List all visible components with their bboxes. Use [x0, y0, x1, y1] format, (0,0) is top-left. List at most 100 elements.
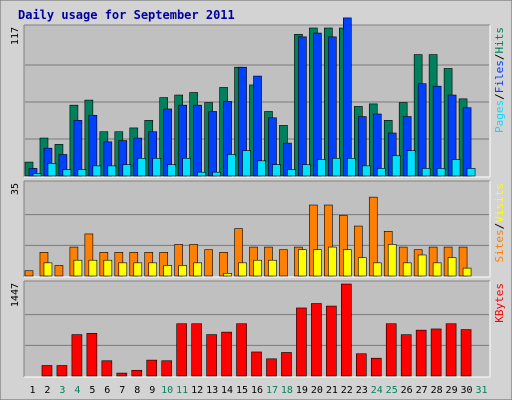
x-tick-label-day-5: 5 — [89, 385, 95, 396]
bar-files-day-12 — [193, 104, 202, 177]
bar-sites-day-13 — [204, 249, 213, 277]
x-tick-label-day-3: 3 — [59, 385, 65, 396]
bar-kbytes-day-17 — [266, 358, 277, 377]
legend-entry: KBytes — [493, 283, 506, 323]
series-visits — [43, 244, 472, 277]
legend-hits-files-pages: Pages/Files/Hits — [493, 27, 506, 133]
bar-pages-day-2 — [47, 163, 57, 177]
legend-entry: / — [493, 93, 506, 100]
bar-kbytes-day-21 — [326, 305, 337, 377]
legend-entry: Hits — [493, 27, 506, 54]
bar-files-day-13 — [208, 111, 217, 177]
x-tick-label-day-31: 31 — [475, 385, 487, 396]
bar-pages-day-25 — [391, 155, 401, 177]
bar-pages-day-6 — [107, 165, 117, 177]
bar-pages-day-8 — [137, 157, 147, 177]
legend-entry: / — [493, 223, 506, 230]
bar-files-day-28 — [432, 85, 442, 177]
bar-sites-day-14 — [219, 252, 228, 277]
bar-kbytes-day-2 — [41, 365, 53, 377]
bar-visits-day-9 — [148, 262, 158, 277]
bar-pages-day-9 — [152, 157, 162, 177]
bar-files-day-30 — [462, 107, 472, 177]
bar-kbytes-day-26 — [400, 334, 412, 377]
bar-pages-day-12 — [197, 171, 206, 177]
bar-pages-day-23 — [361, 165, 371, 177]
legend-entry: Pages — [493, 100, 506, 133]
x-tick-label-day-8: 8 — [134, 385, 140, 396]
x-tick-label-day-22: 22 — [341, 385, 353, 396]
bar-files-day-20 — [313, 32, 322, 177]
bar-pages-day-24 — [376, 168, 386, 177]
bar-kbytes-day-11 — [176, 323, 187, 377]
bar-visits-day-14 — [223, 273, 232, 277]
legend-entry: / — [493, 54, 506, 61]
x-tick-label-day-10: 10 — [161, 385, 173, 396]
x-tick-label-day-20: 20 — [311, 385, 323, 396]
bar-visits-day-25 — [387, 244, 397, 277]
bar-visits-day-23 — [357, 257, 367, 277]
bar-visits-day-4 — [73, 259, 83, 277]
bar-pages-day-16 — [257, 160, 266, 177]
bar-visits-day-17 — [268, 259, 277, 277]
bar-pages-day-19 — [302, 164, 311, 177]
x-tick-label-day-2: 2 — [44, 385, 50, 396]
bar-files-day-21 — [328, 36, 337, 177]
bar-visits-day-22 — [343, 249, 352, 277]
bar-visits-day-24 — [372, 262, 382, 277]
bar-sites-day-18 — [279, 249, 288, 277]
series-kbytes — [41, 283, 472, 377]
bar-kbytes-day-16 — [251, 351, 262, 377]
bar-pages-day-14 — [227, 154, 236, 177]
bar-visits-day-15 — [238, 262, 247, 277]
x-tick-label-day-15: 15 — [236, 385, 248, 396]
x-tick-label-day-7: 7 — [119, 385, 125, 396]
bar-pages-day-29 — [451, 159, 461, 177]
x-tick-label-day-25: 25 — [386, 385, 398, 396]
x-tick-label-day-17: 17 — [266, 385, 278, 396]
bar-visits-day-7 — [118, 262, 128, 277]
x-tick-label-day-26: 26 — [401, 385, 413, 396]
bar-pages-day-5 — [92, 165, 102, 177]
legend-visits-sites: Sites/Visits — [493, 183, 506, 263]
bar-kbytes-day-20 — [311, 303, 322, 377]
bar-kbytes-day-6 — [101, 360, 113, 377]
bar-visits-day-5 — [88, 259, 98, 277]
panel-kbytes: 1447 KBytes — [10, 280, 506, 378]
bar-kbytes-day-19 — [296, 307, 307, 377]
bar-files-day-19 — [298, 36, 307, 177]
bar-kbytes-day-14 — [221, 331, 232, 377]
bar-pages-day-10 — [167, 164, 177, 177]
x-tick-label-day-19: 19 — [296, 385, 308, 396]
series-pages — [32, 150, 476, 177]
bar-kbytes-day-29 — [445, 323, 457, 377]
x-tick-label-day-18: 18 — [281, 385, 293, 396]
x-tick-label-day-4: 4 — [74, 385, 80, 396]
y-max-label: 1447 — [10, 283, 21, 307]
x-tick-label-day-27: 27 — [416, 385, 428, 396]
legend-entry: Files — [493, 60, 506, 93]
bar-kbytes-day-23 — [355, 353, 367, 377]
bar-visits-day-19 — [298, 249, 307, 277]
legend-entry: Visits — [493, 183, 506, 223]
x-tick-label-day-1: 1 — [29, 385, 35, 396]
x-tick-label-day-29: 29 — [446, 385, 458, 396]
bar-visits-day-6 — [103, 259, 113, 277]
bar-visits-day-28 — [432, 262, 442, 277]
x-tick-label-day-14: 14 — [221, 385, 233, 396]
panel-visits-sites: 35 Sites/Visits — [10, 180, 506, 278]
bar-visits-day-27 — [417, 254, 427, 277]
x-tick-label-day-16: 16 — [251, 385, 263, 396]
bar-files-day-4 — [73, 120, 83, 177]
bar-pages-day-27 — [421, 168, 431, 177]
x-axis: 1 2 3 4 5 6 7 8 9 10 11 12 13 14 15 16 17 18 19 20 21 22 23 24 2… — [29, 385, 487, 396]
bar-pages-day-4 — [77, 169, 87, 177]
bar-files-day-24 — [372, 113, 382, 177]
bar-sites-day-1 — [24, 270, 34, 277]
bar-visits-day-20 — [313, 249, 322, 277]
bar-visits-day-29 — [447, 257, 457, 277]
bar-pages-day-26 — [406, 150, 416, 177]
bar-pages-day-21 — [332, 157, 341, 177]
bar-visits-day-11 — [178, 265, 187, 277]
